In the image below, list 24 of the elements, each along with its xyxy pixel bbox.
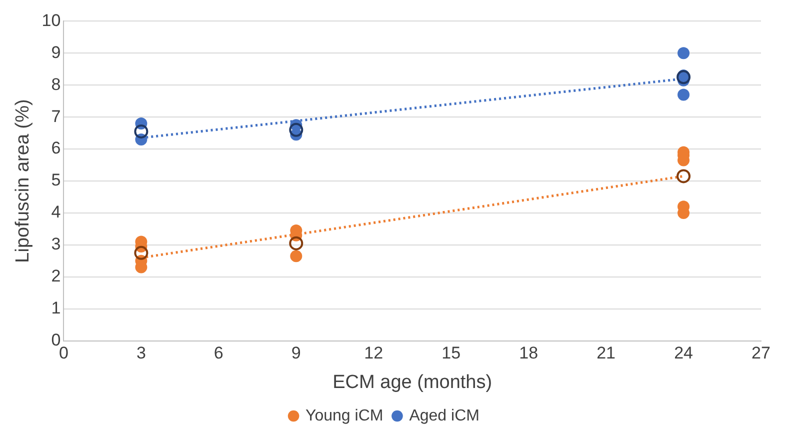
- x-tick-label: 27: [752, 344, 770, 363]
- y-tick-label: 4: [51, 202, 61, 222]
- y-tick-label: 2: [51, 266, 61, 286]
- y-tick-label: 7: [51, 106, 61, 126]
- y-tick-label: 3: [51, 234, 61, 254]
- x-axis-title: ECM age (months): [332, 372, 492, 393]
- x-tick-label: 3: [136, 344, 146, 363]
- y-tick-label: 1: [51, 298, 61, 318]
- y-tick-label: 0: [51, 330, 61, 350]
- x-tick-label: 21: [596, 344, 616, 363]
- y-tick-label: 6: [51, 138, 61, 158]
- x-tick-label: 6: [214, 344, 224, 363]
- y-tick-label: 10: [42, 10, 61, 30]
- x-tick-label: 24: [674, 344, 693, 363]
- legend-label: Young iCM: [306, 407, 384, 424]
- y-tick-label: 9: [51, 42, 61, 62]
- y-tick-label: 8: [51, 74, 61, 94]
- legend-label: Aged iCM: [409, 407, 480, 424]
- x-tick-label: 9: [291, 344, 301, 363]
- x-tick-label: 18: [519, 344, 538, 363]
- x-tick-label: 15: [442, 344, 461, 363]
- x-tick-label: 12: [364, 344, 384, 363]
- y-axis-title: Lipofuscin area (%): [12, 99, 34, 263]
- y-tick-label: 5: [51, 170, 61, 190]
